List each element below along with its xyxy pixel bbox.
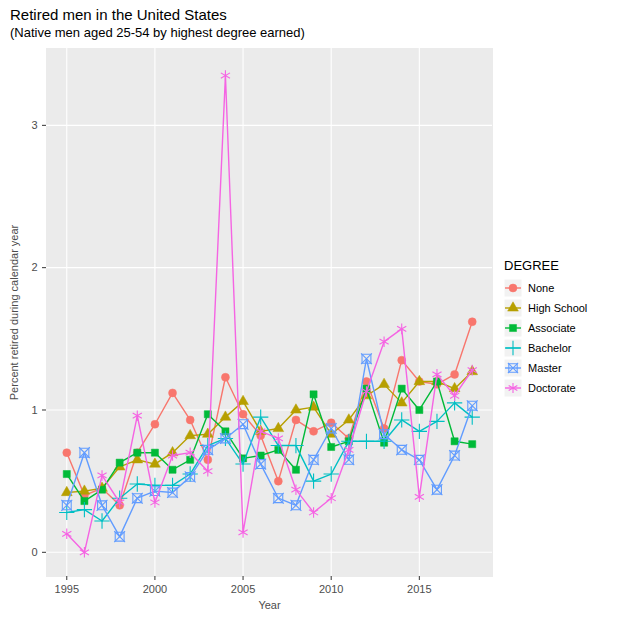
- svg-text:2015: 2015: [407, 583, 431, 595]
- svg-text:Doctorate: Doctorate: [528, 382, 576, 394]
- svg-text:3: 3: [31, 119, 37, 131]
- svg-text:Bachelor: Bachelor: [528, 342, 572, 354]
- svg-text:High School: High School: [528, 302, 587, 314]
- svg-text:1995: 1995: [55, 583, 79, 595]
- svg-text:Percent retired during calenda: Percent retired during calendar year: [8, 224, 20, 400]
- svg-text:2000: 2000: [143, 583, 167, 595]
- svg-text:2010: 2010: [319, 583, 343, 595]
- svg-text:0: 0: [31, 546, 37, 558]
- html-text:Retired men in the United Stat: Retired men in the United States: [10, 6, 227, 23]
- svg-text:DEGREE: DEGREE: [504, 258, 559, 273]
- svg-text:1: 1: [31, 404, 37, 416]
- svg-text:None: None: [528, 282, 554, 294]
- svg-text:2005: 2005: [231, 583, 255, 595]
- svg-text:Associate: Associate: [528, 322, 576, 334]
- html-text:(Native men aged 25-54 by high: (Native men aged 25-54 by highest degree…: [10, 25, 305, 40]
- svg-text:Master: Master: [528, 362, 562, 374]
- svg-text:2: 2: [31, 261, 37, 273]
- svg-text:Year: Year: [258, 599, 281, 611]
